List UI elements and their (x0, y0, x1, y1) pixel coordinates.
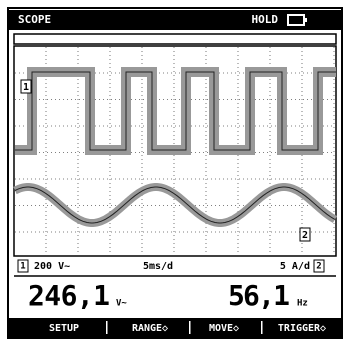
header-strip (14, 34, 336, 44)
ch2-marker: 2 (316, 262, 321, 272)
mode-title: SCOPE (18, 13, 51, 26)
frequency-unit: Hz (297, 299, 308, 309)
voltage-reading: 246,1 (28, 279, 110, 312)
menu-trigger[interactable]: TRIGGER◇ (278, 323, 326, 334)
header-bar (9, 10, 341, 30)
ch1-marker: 1 (20, 262, 25, 272)
timebase: 5ms/d (143, 261, 173, 272)
menu-range[interactable]: RANGE◇ (132, 323, 168, 334)
hold-status: HOLD (252, 13, 279, 26)
menu-setup[interactable]: SETUP (49, 323, 79, 334)
menu-move[interactable]: MOVE◇ (209, 323, 239, 334)
ch1-range: 200 V~ (34, 261, 70, 272)
voltage-unit: V~ (116, 299, 127, 309)
ch2-range: 5 A/d (280, 261, 310, 272)
ch2-trace-marker: 2 (302, 230, 308, 241)
frequency-reading: 56,1 (228, 279, 290, 312)
ch1-trace-marker: 1 (23, 82, 29, 93)
scope-screen: SCOPE HOLD 1 2 1 200 V~ 5ms/d 5 A/d 2 24… (0, 0, 350, 343)
